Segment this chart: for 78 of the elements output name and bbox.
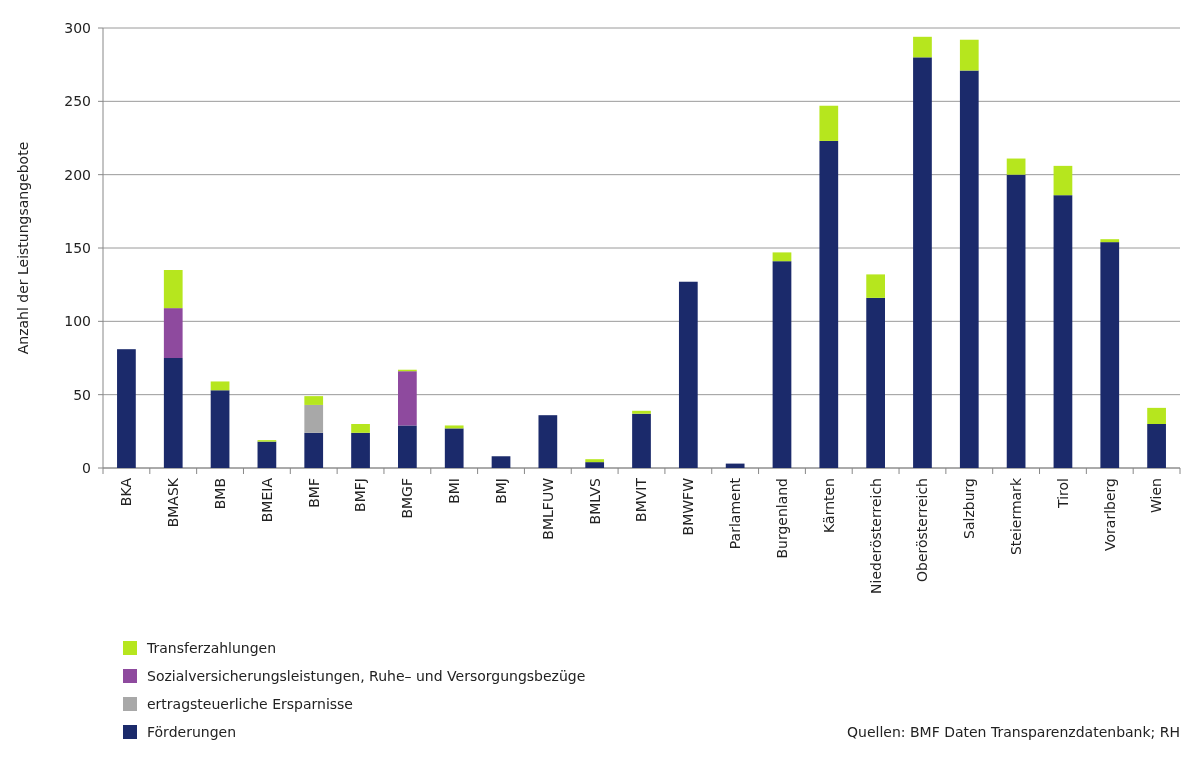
x-tick-label: BMLFUW (539, 477, 556, 540)
x-tick-label: Niederösterreich (867, 478, 884, 594)
bar (585, 459, 605, 463)
bar (1053, 195, 1073, 468)
x-tick-label: Oberösterreich (914, 478, 931, 582)
bar (398, 425, 417, 468)
bar (913, 36, 932, 58)
x-tick-label: Burgenland (773, 478, 790, 559)
y-tick-label: 300 (64, 19, 91, 36)
legend-label: Transferzahlungen (146, 639, 277, 656)
bar (304, 432, 324, 468)
source-note: Quellen: BMF Daten Transparenzdatenbank; RH (847, 723, 1180, 740)
x-tick-label: BMGF (399, 478, 416, 519)
bar (163, 270, 183, 309)
bar (819, 140, 839, 468)
x-tick-label: BMF (305, 478, 322, 508)
bar (678, 281, 698, 468)
bar (444, 428, 464, 468)
y-tick-label: 200 (64, 166, 91, 183)
x-tick-label: BMFJ (352, 478, 369, 512)
bar (1006, 174, 1026, 468)
bar (304, 396, 324, 405)
x-tick-label: BKA (118, 477, 135, 507)
legend-label: Förderungen (147, 723, 237, 740)
bar (959, 39, 979, 71)
bar (351, 424, 370, 433)
bar (866, 274, 885, 298)
y-tick-label: 50 (73, 386, 91, 403)
y-tick-label: 150 (64, 239, 91, 256)
x-tick-label: BMEIA (258, 477, 275, 523)
x-tick-label: BMASK (165, 477, 182, 528)
bar (725, 463, 745, 468)
bar (772, 252, 792, 262)
y-tick-label: 100 (64, 313, 91, 330)
bar (210, 390, 230, 468)
x-tick-label: Parlament (727, 477, 744, 550)
bar (398, 371, 417, 426)
bar (351, 432, 370, 468)
bar (257, 441, 277, 468)
x-tick-label: Wien (1148, 478, 1165, 513)
bar (959, 70, 979, 468)
x-tick-label: Vorarlberg (1101, 478, 1118, 551)
bar (913, 57, 932, 468)
y-tick-label: 0 (82, 459, 91, 476)
bar (1006, 158, 1026, 175)
legend-label: ertragsteuerliche Ersparnisse (147, 695, 353, 712)
bar (866, 297, 885, 468)
bar (444, 425, 464, 429)
bar (632, 410, 651, 414)
bar (585, 462, 605, 468)
bar (163, 308, 183, 358)
bar (1147, 424, 1166, 468)
y-axis-title: Anzahl der Leistungsangebote (15, 141, 31, 355)
bar (819, 105, 839, 141)
x-tick-label: BMWFW (680, 477, 697, 536)
bar (632, 413, 651, 468)
bar (538, 415, 558, 468)
x-tick-label: Salzburg (961, 478, 978, 539)
x-tick-label: BMLVS (586, 477, 603, 525)
bar (772, 261, 792, 468)
bar (1053, 165, 1073, 196)
bar (491, 456, 511, 468)
x-tick-label: BMVIT (633, 477, 650, 522)
x-tick-label: Tirol (1054, 478, 1071, 509)
bar (1100, 242, 1120, 468)
bar (210, 381, 230, 391)
x-tick-label: BMI (446, 478, 463, 504)
x-tick-label: BMJ (492, 478, 509, 504)
x-tick-label: Steiermark (1008, 477, 1025, 556)
legend-label: Sozialversicherungsleistungen, Ruhe– und Versorgungsbezüge (147, 667, 586, 684)
bar (1100, 239, 1120, 243)
x-tick-label: Kärnten (820, 478, 837, 533)
bar (1147, 407, 1166, 424)
x-tick-label: BMB (211, 478, 228, 510)
bar (163, 358, 183, 468)
y-tick-label: 250 (64, 93, 91, 110)
bar (304, 404, 324, 433)
bar (117, 349, 136, 468)
